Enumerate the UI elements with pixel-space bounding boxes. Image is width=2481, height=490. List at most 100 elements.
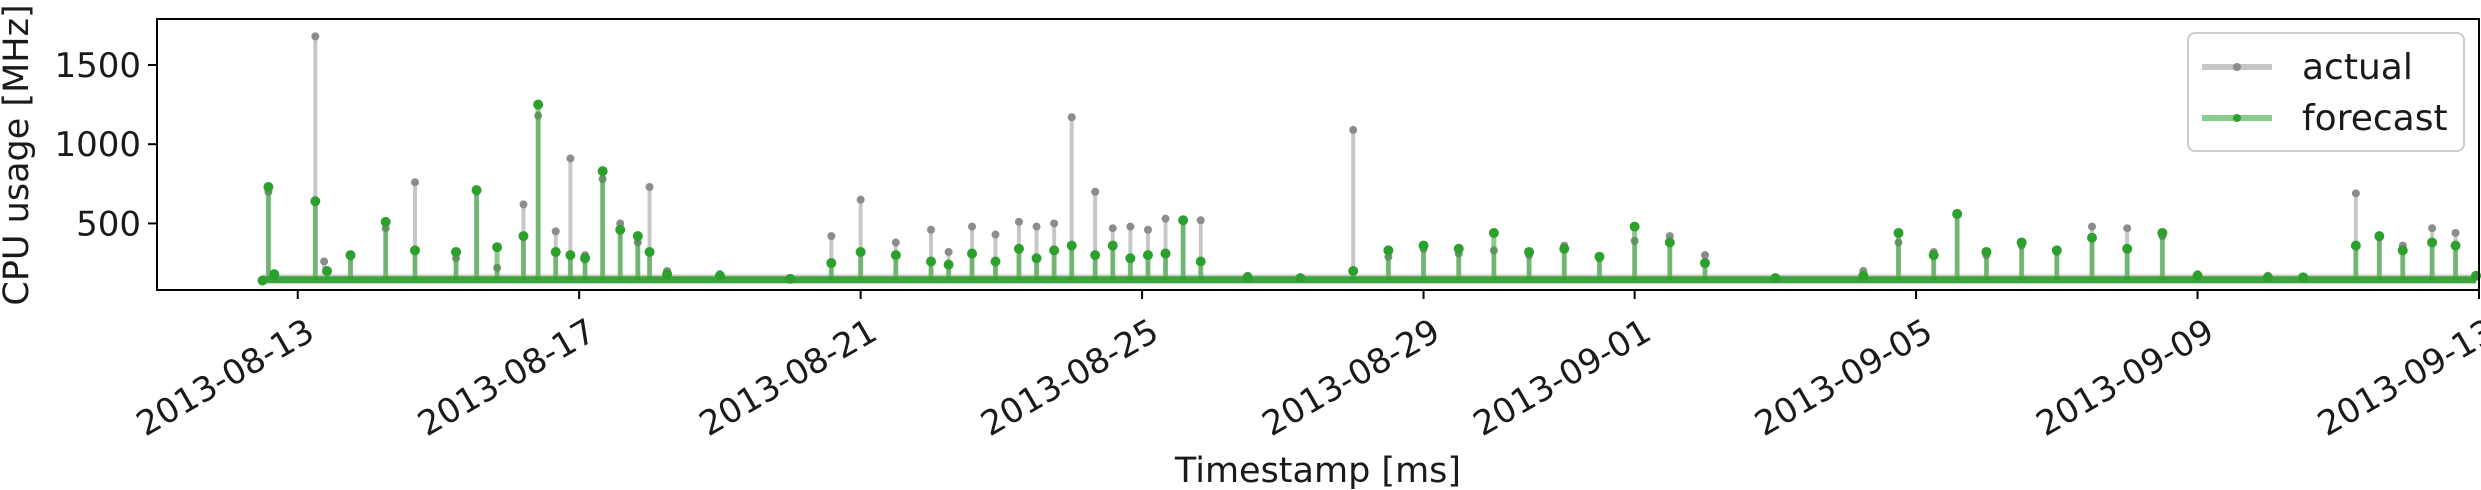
- series-actual-point: [927, 225, 935, 234]
- series-actual-point: [944, 247, 953, 256]
- series-actual-point: [968, 222, 977, 231]
- series-forecast-point: [1031, 253, 1042, 264]
- x-axis-title: Timestamp [ms]: [1174, 451, 1461, 490]
- series-actual-point: [1108, 224, 1117, 233]
- series-forecast-point: [2374, 231, 2385, 242]
- series-actual-point: [856, 195, 865, 204]
- series-forecast-point: [1664, 237, 1675, 248]
- legend-label-actual: actual: [2302, 47, 2413, 88]
- series-forecast-point: [1700, 258, 1710, 269]
- series-forecast-point: [1858, 270, 1869, 281]
- series-layer: [257, 32, 2481, 286]
- series-forecast-point: [2450, 240, 2461, 251]
- series-actual-point: [1067, 113, 1076, 122]
- y-axis: 500 1000 1500: [54, 46, 157, 244]
- series-forecast-point: [615, 224, 626, 235]
- series-forecast-point: [580, 253, 591, 264]
- series-forecast-point: [1770, 273, 1781, 284]
- series-actual-point: [1014, 217, 1023, 226]
- series-forecast-point: [263, 181, 274, 192]
- series-forecast-point: [855, 246, 866, 257]
- series-actual-point: [519, 200, 528, 209]
- series-forecast-point: [1107, 240, 1118, 251]
- series-forecast-point: [345, 250, 356, 261]
- series-forecast-point: [1952, 208, 1963, 219]
- series-forecast-point: [471, 185, 482, 196]
- series-forecast-point: [1125, 253, 1136, 264]
- series-forecast-point: [257, 275, 268, 286]
- series-forecast-point: [1981, 246, 1992, 257]
- series-forecast-point: [1524, 246, 1535, 257]
- legend-forecast-marker: [2233, 114, 2241, 122]
- series-forecast-point: [1178, 215, 1189, 226]
- legend-label-forecast: forecast: [2302, 98, 2448, 139]
- legend-actual-marker: [2233, 63, 2241, 71]
- series-forecast-point: [410, 245, 420, 256]
- series-forecast-point: [492, 242, 503, 253]
- series-forecast-point: [2262, 272, 2273, 283]
- series-actual-point: [1050, 219, 1059, 228]
- series-forecast-point: [533, 99, 544, 110]
- y-tick-label: 500: [76, 204, 141, 244]
- series-forecast-point: [2122, 243, 2133, 254]
- series-actual-point: [1701, 251, 1709, 260]
- series-actual-point: [311, 32, 320, 41]
- series-forecast-point: [990, 256, 1001, 267]
- series-forecast-point: [1418, 240, 1429, 251]
- legend: actual forecast: [2187, 32, 2465, 152]
- series-forecast-point: [310, 196, 321, 207]
- series-forecast-point: [2427, 237, 2438, 248]
- series-actual-point: [2451, 228, 2460, 237]
- series-forecast-point: [967, 248, 978, 259]
- series-forecast-point: [2397, 245, 2408, 256]
- series-forecast-point: [1090, 250, 1101, 261]
- series-forecast-point: [1142, 250, 1153, 261]
- series-forecast-point: [1383, 245, 1394, 256]
- series-forecast-point: [1559, 243, 1570, 254]
- series-actual: [258, 32, 2481, 286]
- series-forecast-point: [1453, 243, 1464, 254]
- series-actual-point: [2428, 224, 2437, 233]
- series-actual-point: [1349, 125, 1358, 134]
- series-forecast-point: [1488, 227, 1499, 238]
- x-tick-label: 2013-09-05: [1748, 311, 1939, 444]
- series-forecast-point: [1348, 265, 1359, 276]
- series-forecast-point: [714, 270, 725, 281]
- series-forecast-point: [2298, 272, 2309, 283]
- series-actual-point: [1161, 214, 1170, 223]
- x-tick-label: 2013-08-21: [693, 311, 884, 444]
- series-forecast-point: [1594, 251, 1605, 262]
- series-forecast-point: [2051, 245, 2062, 256]
- series-forecast-point: [1049, 245, 1060, 256]
- series-forecast-point: [380, 216, 391, 227]
- series-forecast-point: [518, 231, 529, 242]
- series-actual-point: [2123, 224, 2132, 233]
- x-tick-label: 2013-08-13: [130, 311, 321, 444]
- y-tick-label: 1000: [54, 125, 141, 165]
- series-forecast-point: [565, 250, 576, 261]
- y-axis-title: CPU usage [MHz]: [0, 4, 37, 305]
- series-forecast-point: [2192, 270, 2203, 281]
- x-tick-label: 2013-08-17: [411, 311, 602, 444]
- x-tick-label: 2013-09-09: [2030, 311, 2221, 444]
- series-forecast-point: [644, 246, 655, 257]
- series-actual-point: [1196, 216, 1205, 225]
- series-forecast-point: [1928, 250, 1939, 261]
- series-forecast-point: [1160, 248, 1171, 259]
- series-forecast-point: [451, 246, 462, 257]
- y-tick-label: 1500: [54, 46, 141, 86]
- series-actual-point: [1126, 222, 1135, 231]
- series-forecast-point: [943, 259, 954, 270]
- series-actual-point: [1091, 187, 1100, 196]
- series-actual-point: [891, 238, 900, 247]
- series-actual-point: [645, 182, 654, 191]
- series-forecast-point: [890, 250, 901, 261]
- series-forecast-point: [2157, 227, 2168, 238]
- series-forecast-point: [1629, 221, 1640, 232]
- series-forecast-point: [662, 269, 673, 280]
- series-forecast: [257, 99, 2481, 286]
- series-forecast-point: [597, 166, 608, 177]
- x-tick-label: 2013-09-13: [2311, 311, 2481, 444]
- series-forecast-point: [1066, 240, 1077, 251]
